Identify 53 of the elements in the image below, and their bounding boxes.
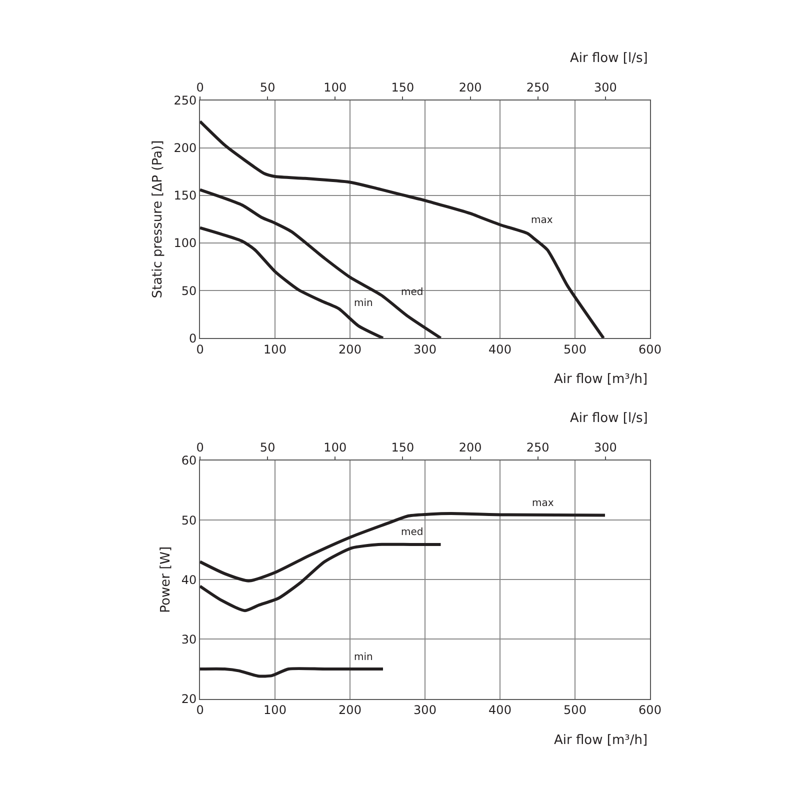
x2-tick-label: 100 bbox=[324, 440, 347, 455]
x-axis-title: Air flow [m³/h] bbox=[554, 733, 648, 748]
y-tick-label: 100 bbox=[174, 236, 197, 250]
x2-tick-label: 100 bbox=[324, 80, 347, 95]
y-tick-label: 50 bbox=[181, 284, 197, 298]
x-tick-label: 200 bbox=[338, 703, 362, 718]
x2-tick-label: 250 bbox=[526, 80, 550, 95]
x2-tick-label: 150 bbox=[391, 440, 414, 455]
y-axis-title: Static pressure [ΔP (Pa)] bbox=[150, 140, 166, 298]
line-series bbox=[200, 542, 442, 612]
x-tick-label: 400 bbox=[488, 703, 512, 718]
x2-tick-label: 150 bbox=[391, 80, 414, 95]
y-axis-title: Power [W] bbox=[158, 546, 174, 613]
y-tick-label: 60 bbox=[181, 454, 197, 468]
y-tick-label: 150 bbox=[174, 188, 197, 203]
x2-tick-label: 50 bbox=[260, 80, 276, 95]
line-series bbox=[200, 226, 384, 338]
y-tick-label: 0 bbox=[188, 331, 197, 346]
line-series bbox=[200, 667, 384, 678]
x-tick-label: 200 bbox=[338, 342, 362, 356]
x2-tick-label: 200 bbox=[458, 440, 482, 455]
x-tick-label: 400 bbox=[488, 342, 512, 356]
line-series bbox=[200, 512, 606, 582]
x2-tick-label: 200 bbox=[458, 80, 482, 95]
x-tick-label: 100 bbox=[264, 342, 286, 356]
line-series bbox=[200, 120, 605, 338]
series-label: min bbox=[354, 652, 373, 663]
x2-tick-label: 300 bbox=[594, 80, 617, 95]
x-tick-label: 600 bbox=[638, 703, 662, 718]
x-axis-title: Air flow [m³/h] bbox=[554, 372, 648, 387]
y-tick-label: 200 bbox=[174, 141, 197, 156]
x-tick-label: 600 bbox=[638, 342, 662, 356]
x-tick-label: 500 bbox=[564, 703, 586, 718]
y-tick-label: 50 bbox=[181, 513, 197, 528]
x-tick-label: 100 bbox=[264, 703, 286, 718]
line-series bbox=[200, 188, 442, 338]
series-label: max bbox=[532, 498, 554, 509]
x-tick-label: 300 bbox=[414, 342, 436, 356]
y-tick-label: 40 bbox=[181, 572, 197, 587]
x2-tick-label: 300 bbox=[594, 440, 617, 455]
x2-tick-label: 50 bbox=[260, 440, 276, 455]
y-tick-label: 250 bbox=[174, 94, 197, 108]
x2-axis-title: Air flow [l/s] bbox=[570, 411, 648, 426]
y-tick-label: 20 bbox=[181, 692, 197, 706]
x2-axis-title: Air flow [l/s] bbox=[570, 51, 648, 66]
y-tick-label: 30 bbox=[181, 632, 197, 646]
series-label: max bbox=[531, 215, 553, 226]
series-label: med bbox=[401, 527, 424, 538]
x-tick-label: 500 bbox=[564, 342, 586, 356]
series-label: min bbox=[354, 298, 373, 309]
x-tick-label: 300 bbox=[414, 703, 436, 718]
x2-tick-label: 250 bbox=[526, 440, 550, 455]
series-label: med bbox=[401, 287, 424, 298]
